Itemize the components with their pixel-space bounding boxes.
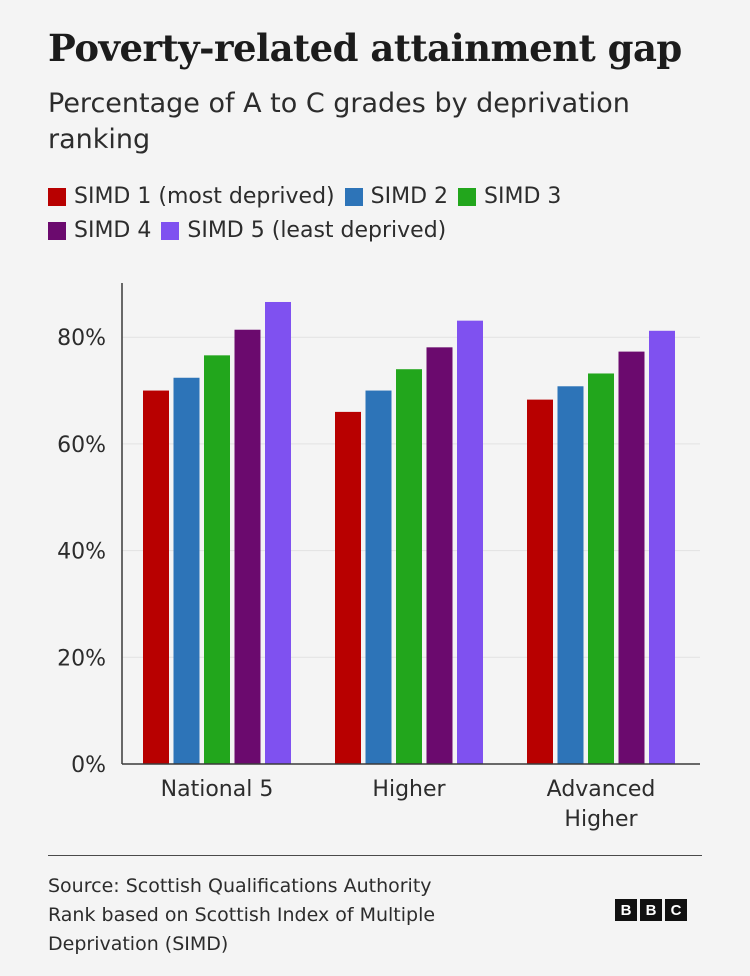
- legend-swatch-simd1: [48, 188, 66, 206]
- bar-higher-simd2: [365, 390, 392, 764]
- legend-label-simd1: SIMD 1 (most deprived): [74, 184, 335, 209]
- bbc-logo: B B C: [615, 899, 690, 921]
- legend-swatch-simd3: [458, 188, 477, 206]
- bar-higher-simd4: [426, 347, 453, 764]
- legend-label-simd2: SIMD 2: [370, 184, 449, 209]
- y-tick-label-20: 20%: [57, 646, 106, 671]
- chart-title: Poverty-related attainment gap: [48, 26, 682, 70]
- bbc-logo-letter-b2: B: [640, 899, 662, 921]
- x-category-label-advanced-higher-line1: Advanced: [547, 777, 656, 802]
- bar-higher-simd5: [457, 320, 483, 764]
- source-line-3: Deprivation (SIMD): [48, 933, 229, 955]
- legend-swatch-simd5: [161, 222, 180, 240]
- chart-subtitle: Percentage of A to C grades by deprivati…: [48, 88, 630, 155]
- legend: SIMD 1 (most deprived) SIMD 2 SIMD 3 SIM…: [48, 180, 728, 248]
- legend-row-1: SIMD 1 (most deprived) SIMD 2 SIMD 3: [48, 180, 728, 214]
- bar-national-5-simd1: [143, 390, 169, 764]
- bar-advanced-higher-simd5: [649, 330, 675, 764]
- y-tick-label-40: 40%: [57, 540, 106, 565]
- source-note: Source: Scottish Qualifications Authorit…: [48, 872, 568, 959]
- y-tick-label-60: 60%: [57, 433, 106, 458]
- legend-item-simd5: SIMD 5 (least deprived): [161, 214, 446, 248]
- bar-higher-simd3: [396, 369, 422, 764]
- bbc-logo-letter-b1: B: [615, 899, 637, 921]
- bbc-logo-letter-c: C: [665, 899, 687, 921]
- legend-swatch-simd2: [344, 188, 363, 206]
- bar-advanced-higher-simd1: [527, 399, 553, 764]
- x-category-label-national-5: National 5: [161, 777, 274, 802]
- bar-national-5-simd3: [204, 355, 230, 764]
- legend-item-simd3: SIMD 3: [458, 180, 561, 214]
- bar-national-5-simd5: [265, 301, 291, 764]
- legend-label-simd5: SIMD 5 (least deprived): [187, 218, 447, 243]
- legend-row-2: SIMD 4 SIMD 5 (least deprived): [48, 214, 728, 248]
- y-tick-label-80: 80%: [57, 326, 106, 351]
- x-category-label-higher: Higher: [372, 777, 446, 802]
- footer-divider: [48, 855, 702, 856]
- legend-swatch-simd4: [48, 222, 66, 240]
- source-line-2: Rank based on Scottish Index of Multiple: [48, 904, 436, 926]
- legend-item-simd4: SIMD 4: [48, 214, 151, 248]
- bar-advanced-higher-simd4: [618, 351, 645, 764]
- bar-advanced-higher-simd2: [557, 386, 584, 764]
- bar-advanced-higher-simd3: [588, 373, 614, 764]
- legend-item-simd2: SIMD 2: [344, 180, 449, 214]
- bar-national-5-simd2: [173, 377, 200, 764]
- bar-higher-simd1: [335, 411, 361, 764]
- legend-label-simd3: SIMD 3: [484, 184, 562, 209]
- x-category-label-advanced-higher-line2: Higher: [564, 807, 638, 832]
- source-line-1: Source: Scottish Qualifications Authorit…: [48, 875, 432, 897]
- bar-national-5-simd4: [234, 329, 261, 764]
- y-tick-label-0: 0%: [71, 753, 106, 778]
- legend-label-simd4: SIMD 4: [74, 218, 152, 243]
- legend-item-simd1: SIMD 1 (most deprived): [48, 180, 335, 214]
